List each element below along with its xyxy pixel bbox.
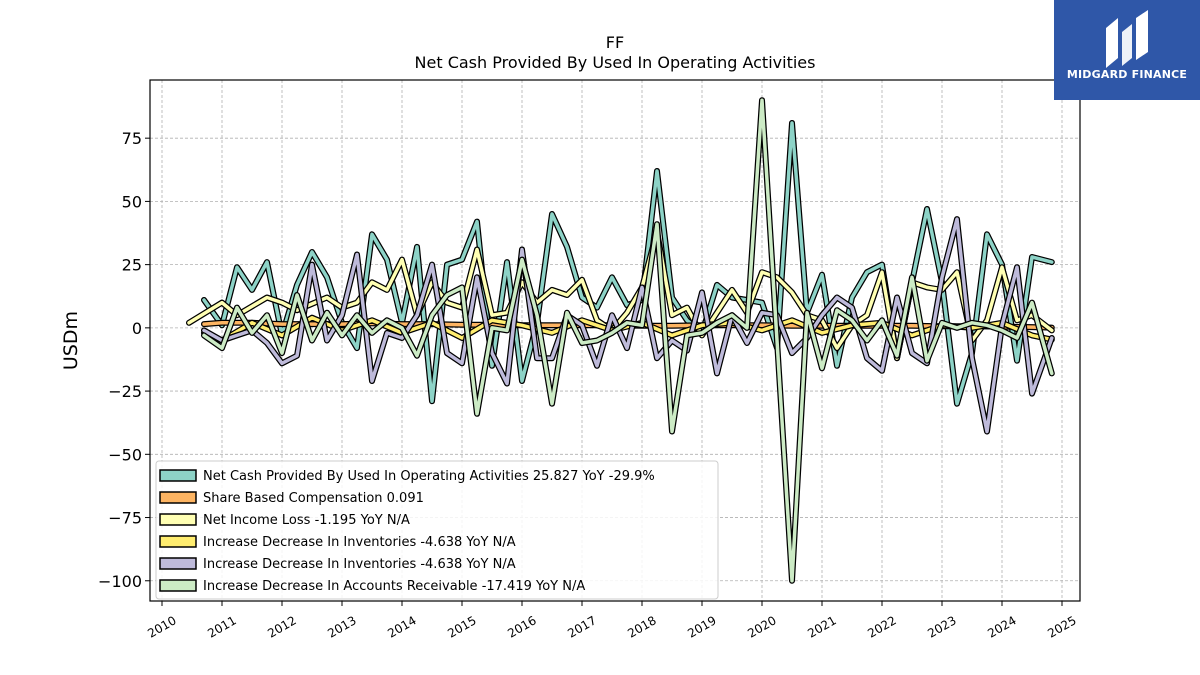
legend-label: Share Based Compensation 0.091 xyxy=(203,491,424,506)
legend-label: Net Cash Provided By Used In Operating A… xyxy=(203,469,655,484)
x-tick-label: 2023 xyxy=(925,613,958,640)
x-tick-label: 2019 xyxy=(685,613,718,640)
x-tick-label: 2021 xyxy=(805,613,838,640)
x-tick-label: 2012 xyxy=(265,613,298,640)
series-line-4 xyxy=(202,217,1054,434)
x-tick-label: 2018 xyxy=(625,613,658,640)
chart-subtitle: Net Cash Provided By Used In Operating A… xyxy=(415,53,816,72)
legend: Net Cash Provided By Used In Operating A… xyxy=(155,460,719,600)
x-tick-label: 2020 xyxy=(745,613,778,640)
legend-label: Net Income Loss -1.195 YoY N/A xyxy=(203,513,410,528)
y-tick-label: 75 xyxy=(122,129,142,148)
y-axis-label: USDm xyxy=(60,311,82,370)
x-tick-label: 2011 xyxy=(205,613,238,640)
legend-box xyxy=(155,460,719,600)
x-tick-label: 2025 xyxy=(1045,613,1078,640)
legend-swatch xyxy=(159,535,197,548)
legend-swatch xyxy=(159,469,197,482)
y-tick-label: 25 xyxy=(122,256,142,275)
y-tick-label: −50 xyxy=(108,445,142,464)
x-tick-label: 2017 xyxy=(565,613,598,640)
logo-mark-icon xyxy=(1106,10,1148,68)
series-line-5 xyxy=(202,98,1054,583)
series-layer xyxy=(186,97,1055,584)
y-tick-label: 50 xyxy=(122,192,142,211)
legend-swatch xyxy=(159,513,197,526)
legend-label: Increase Decrease In Inventories -4.638 … xyxy=(203,535,516,550)
x-tick-label: 2022 xyxy=(865,613,898,640)
x-tick-label: 2024 xyxy=(985,613,1018,640)
legend-label: Increase Decrease In Accounts Receivable… xyxy=(203,579,585,594)
logo-text: MIDGARD FINANCE xyxy=(1066,68,1188,81)
plot-frame xyxy=(149,79,1081,602)
legend-swatch xyxy=(159,557,197,570)
x-tick-label: 2013 xyxy=(325,613,358,640)
x-tick-label: 2015 xyxy=(445,613,478,640)
legend-label: Increase Decrease In Inventories -4.638 … xyxy=(203,557,516,572)
midgard-finance-logo: MIDGARD FINANCE xyxy=(1054,0,1200,100)
x-tick-label: 2014 xyxy=(385,613,418,640)
y-tick-label: −25 xyxy=(108,382,142,401)
x-tick-label: 2016 xyxy=(505,613,538,640)
legend-swatch xyxy=(159,491,197,504)
y-tick-label: −75 xyxy=(108,509,142,528)
y-tick-label: −100 xyxy=(98,572,142,591)
y-tick-label: 0 xyxy=(132,319,142,338)
chart-title: FF xyxy=(606,33,624,52)
x-tick-label: 2010 xyxy=(145,613,178,640)
legend-swatch xyxy=(159,579,197,592)
